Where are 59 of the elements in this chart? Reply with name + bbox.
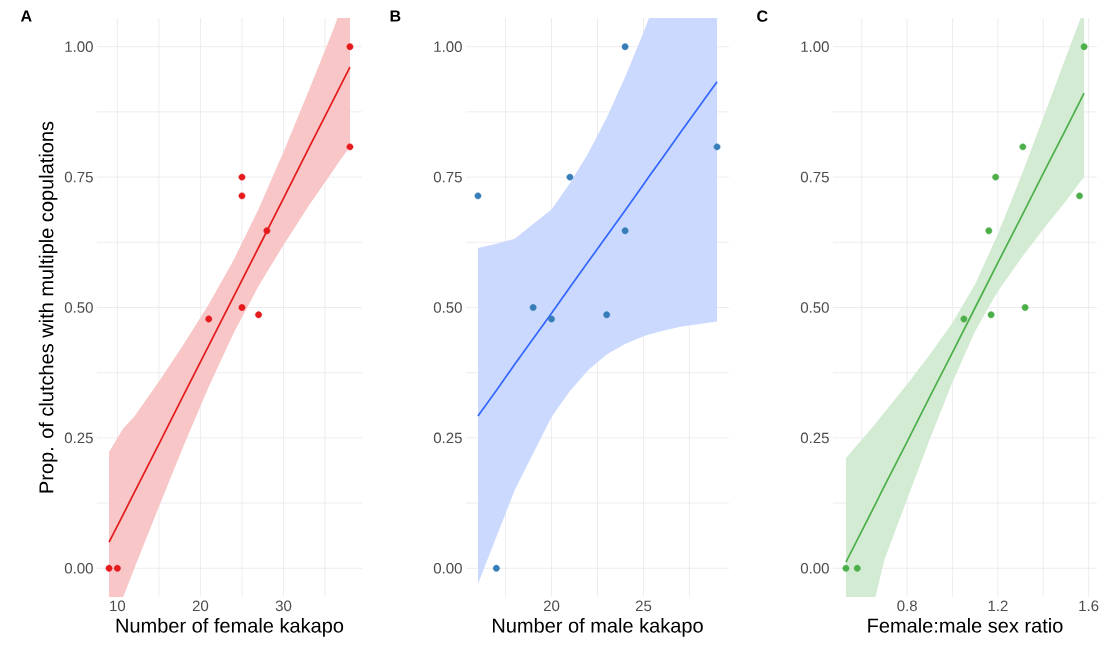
point	[238, 192, 246, 200]
y-tick-label: 0.50	[800, 302, 829, 313]
point	[603, 311, 611, 319]
point	[255, 311, 262, 319]
x-tick-label: 0.8	[897, 600, 917, 612]
chart-title: A	[20, 10, 32, 22]
point	[1021, 304, 1029, 311]
y-tick-label: 0.75	[800, 171, 829, 183]
point	[548, 315, 555, 323]
x-tick-label: 1.2	[988, 600, 1008, 612]
point	[238, 304, 246, 311]
y-tick-label: 0.50	[433, 302, 462, 313]
y-tick-label: 0.75	[433, 171, 462, 183]
point	[474, 192, 482, 200]
y-tick-label: 1.00	[801, 41, 829, 52]
x-axis-title: Female:male sex ratio	[868, 618, 1063, 633]
x-tick-label: 20	[192, 600, 209, 612]
y-tick-label: 0.00	[800, 563, 829, 574]
chart-title: B	[390, 10, 401, 22]
point	[105, 564, 113, 572]
point	[853, 564, 861, 572]
y-tick-label: 1.00	[434, 41, 462, 52]
point	[987, 311, 995, 319]
point	[621, 43, 629, 51]
point	[1019, 143, 1027, 151]
point	[842, 564, 850, 572]
point	[960, 315, 968, 323]
x-tick-label: 10	[110, 600, 126, 612]
point	[566, 173, 574, 181]
y-tick-label: 0.00	[64, 563, 93, 574]
y-axis-title: Prop. of clutches with multiple copulations	[38, 121, 58, 493]
point	[238, 173, 246, 181]
point	[713, 143, 721, 151]
x-tick-label: 30	[275, 600, 292, 612]
x-tick-label: 25	[635, 600, 652, 612]
point	[346, 43, 354, 51]
point	[205, 315, 213, 323]
x-tick-label: 1.6	[1079, 600, 1099, 612]
point	[1080, 43, 1088, 51]
point	[346, 143, 354, 151]
y-tick-label: 0.25	[800, 432, 829, 444]
point	[985, 227, 993, 235]
point	[529, 304, 537, 311]
point	[621, 227, 629, 235]
point	[1076, 192, 1083, 200]
y-tick-label: 0.75	[64, 171, 93, 183]
point	[992, 173, 1000, 181]
x-axis-title: Number of female kakapo	[116, 618, 344, 637]
x-tick-label: 20	[543, 600, 560, 612]
point	[263, 227, 271, 235]
y-tick-label: 1.00	[65, 41, 93, 52]
y-tick-label: 0.50	[64, 302, 93, 313]
y-tick-label: 0.00	[433, 563, 462, 574]
point	[492, 564, 500, 572]
x-axis-title: Number of male kakapo	[492, 618, 703, 637]
chart-title: C	[757, 10, 768, 22]
y-tick-label: 0.25	[64, 432, 93, 444]
point	[113, 564, 121, 572]
y-tick-label: 0.25	[433, 432, 462, 444]
